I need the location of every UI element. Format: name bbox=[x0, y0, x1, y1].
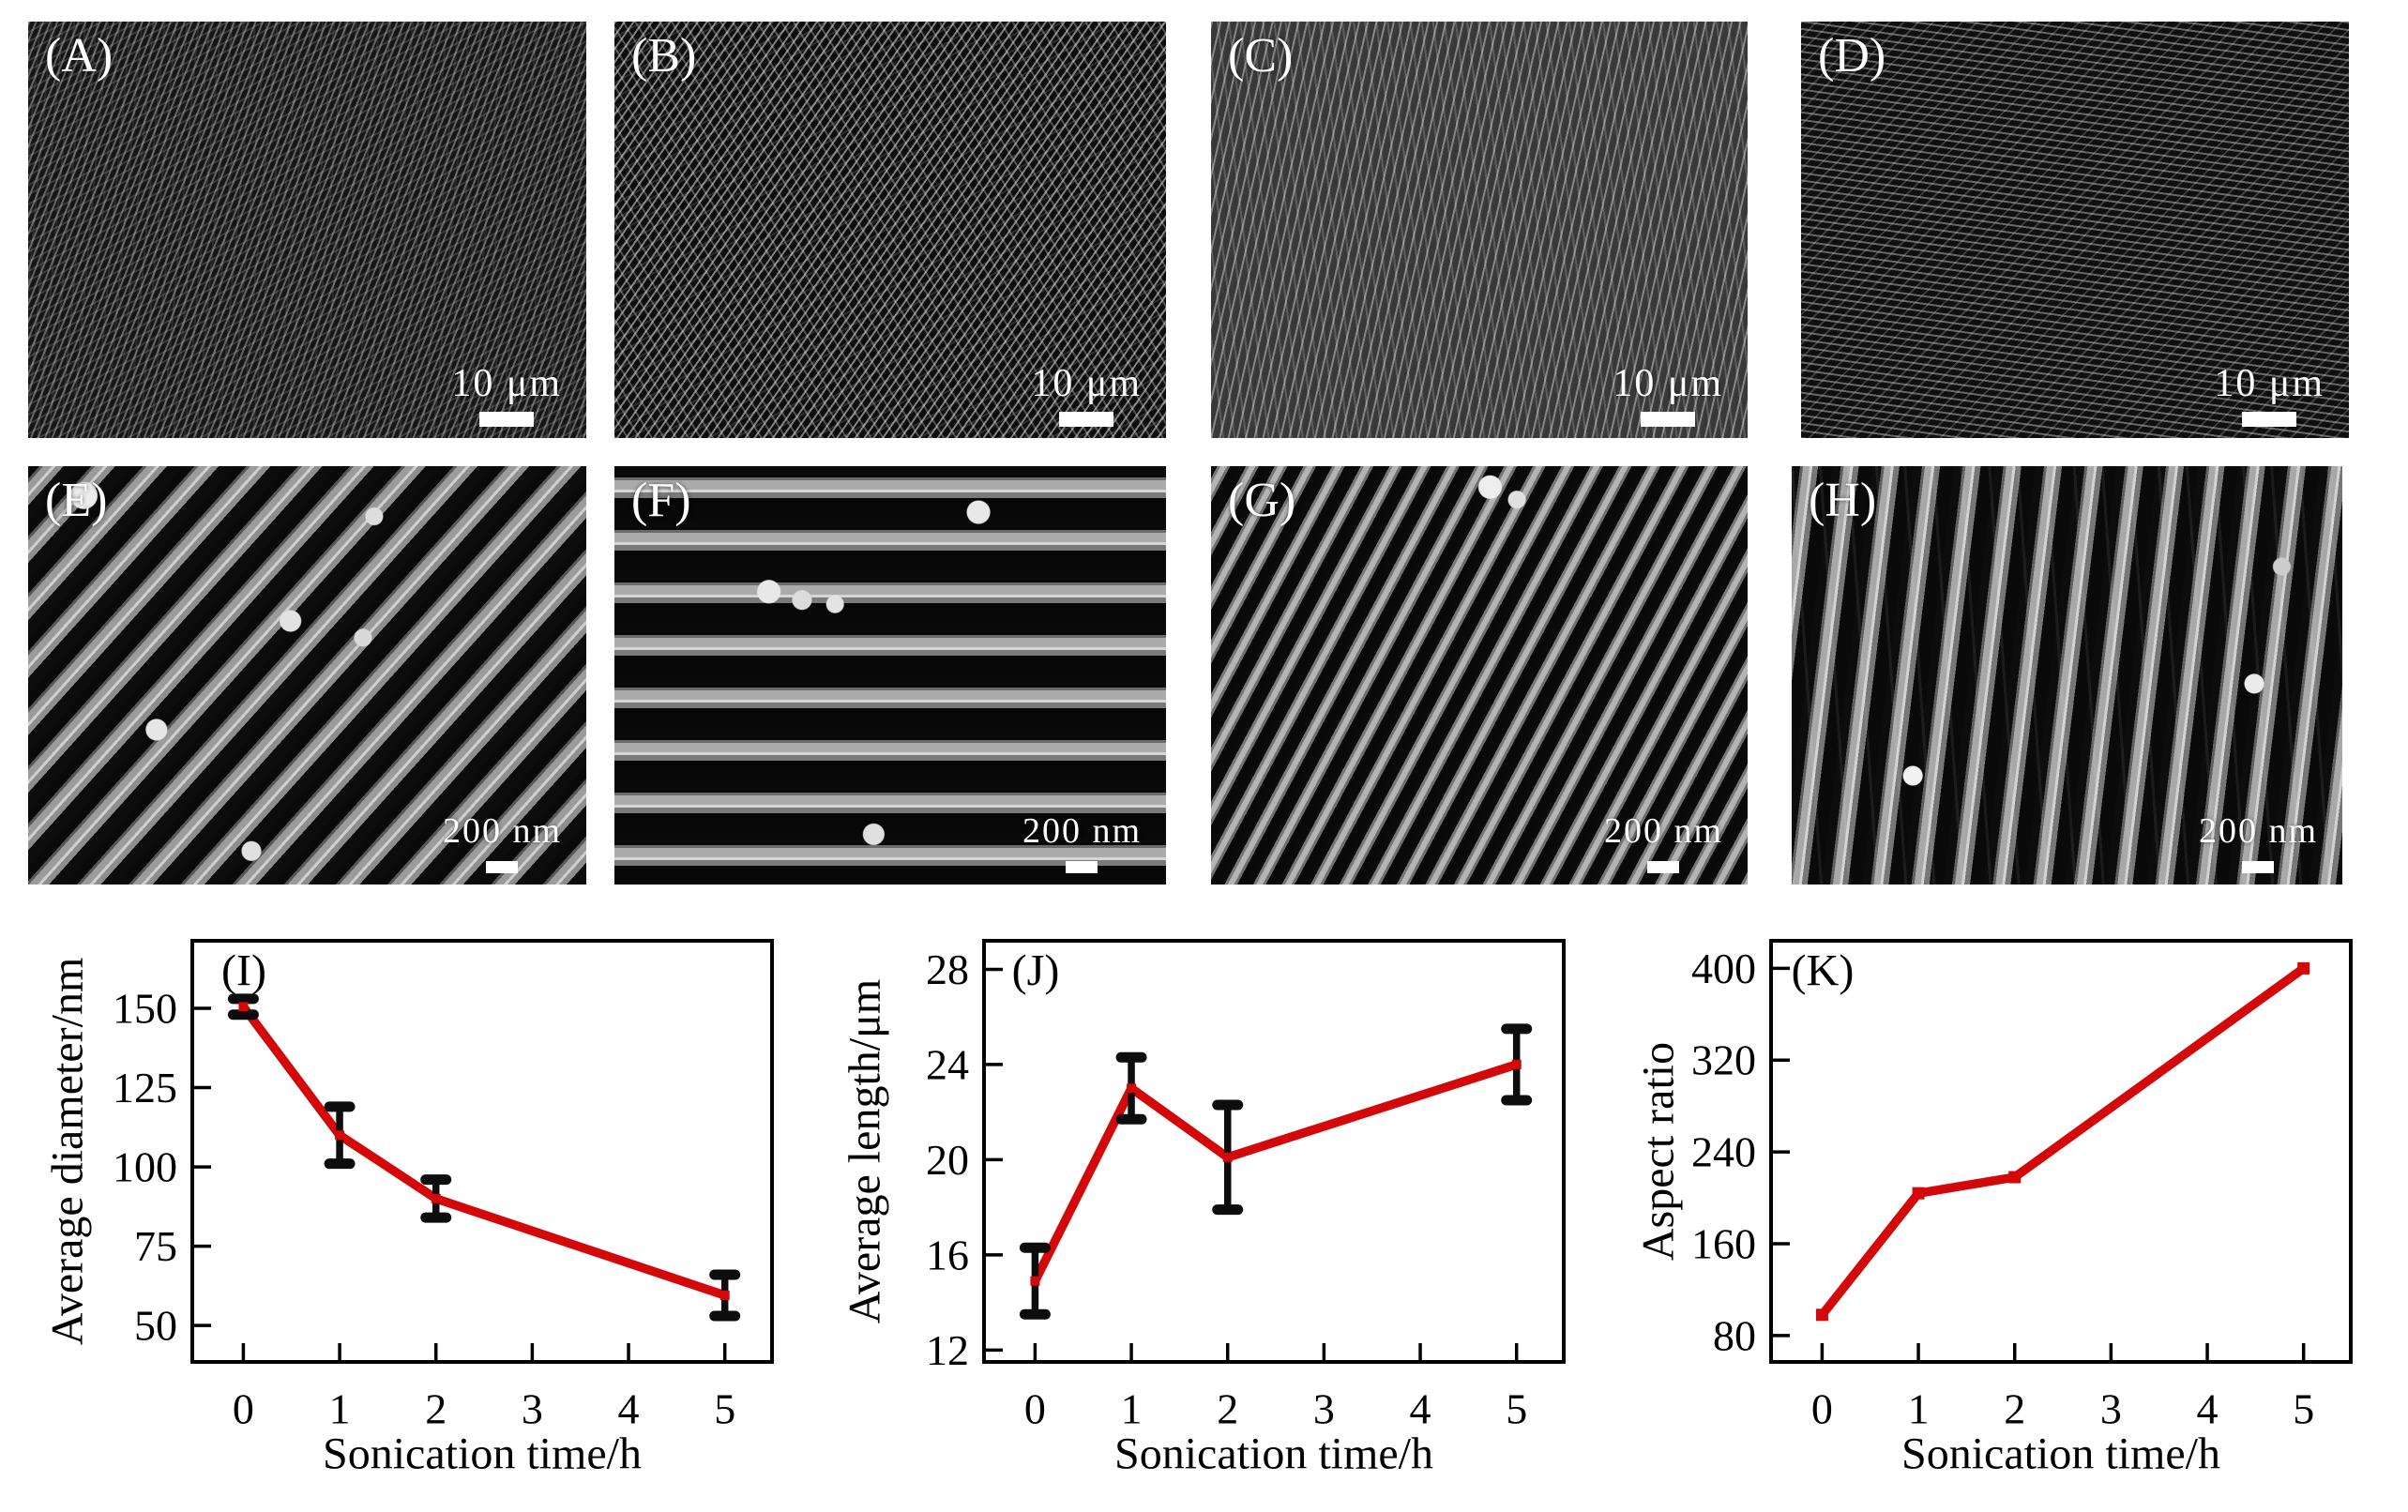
scale-bar: 10 μm bbox=[2214, 361, 2325, 427]
svg-text:1: 1 bbox=[329, 1385, 351, 1433]
svg-text:400: 400 bbox=[1691, 945, 1756, 992]
svg-text:28: 28 bbox=[926, 945, 969, 993]
scale-bar-text: 200 nm bbox=[442, 811, 562, 851]
svg-text:80: 80 bbox=[1713, 1311, 1756, 1359]
sem-panel-g: (G) 200 nm bbox=[1211, 466, 1748, 885]
svg-text:1: 1 bbox=[1908, 1385, 1930, 1433]
svg-text:Sonication time/h: Sonication time/h bbox=[1114, 1429, 1433, 1479]
svg-text:Sonication time/h: Sonication time/h bbox=[1901, 1429, 2220, 1479]
svg-text:(J): (J) bbox=[1012, 946, 1060, 996]
svg-text:320: 320 bbox=[1691, 1036, 1756, 1084]
svg-text:75: 75 bbox=[134, 1222, 177, 1270]
scale-bar: 200 nm bbox=[1604, 810, 1723, 873]
svg-text:240: 240 bbox=[1691, 1128, 1756, 1176]
svg-text:1: 1 bbox=[1121, 1385, 1143, 1433]
sem-panel-e: (E) 200 nm bbox=[28, 466, 586, 885]
sem-panel-d: (D) 10 μm bbox=[1801, 22, 2349, 438]
scale-bar-rect bbox=[2242, 412, 2297, 427]
sem-panel-c: (C) 10 μm bbox=[1211, 22, 1748, 438]
svg-text:4: 4 bbox=[2197, 1385, 2219, 1433]
svg-text:Average length/μm: Average length/μm bbox=[841, 979, 890, 1323]
svg-text:125: 125 bbox=[113, 1064, 177, 1111]
svg-text:5: 5 bbox=[2293, 1385, 2314, 1433]
svg-text:3: 3 bbox=[1313, 1385, 1335, 1433]
svg-text:0: 0 bbox=[1024, 1385, 1046, 1433]
scale-bar: 10 μm bbox=[451, 361, 562, 427]
chart-average-diameter: 50 75 100 125 150 0 1 2 3 4 5 Sonication time/h Aver… bbox=[19, 931, 797, 1512]
sem-panel-a: (A) 10 μm bbox=[28, 22, 586, 438]
svg-text:4: 4 bbox=[618, 1385, 640, 1433]
svg-text:Average diameter/nm: Average diameter/nm bbox=[43, 958, 93, 1346]
panel-label: (D) bbox=[1818, 29, 1886, 83]
chart-aspect-ratio: 80 160 240 320 400 0 1 2 3 4 5 Sonication time/h Asp… bbox=[1613, 931, 2373, 1512]
panel-label: (C) bbox=[1228, 29, 1294, 83]
svg-text:0: 0 bbox=[1811, 1385, 1833, 1433]
svg-text:5: 5 bbox=[714, 1385, 735, 1433]
chart-svg: 50 75 100 125 150 0 1 2 3 4 5 Sonication time/h Aver… bbox=[43, 939, 774, 1479]
svg-text:4: 4 bbox=[1410, 1385, 1431, 1433]
scale-bar: 10 μm bbox=[1031, 361, 1142, 427]
svg-text:12: 12 bbox=[926, 1326, 969, 1374]
panel-label: (F) bbox=[631, 474, 691, 527]
scale-bar-text: 200 nm bbox=[2198, 811, 2318, 851]
scale-bar-rect bbox=[1641, 412, 1696, 427]
scale-bar-text: 200 nm bbox=[1603, 811, 1723, 851]
scale-bar: 200 nm bbox=[2199, 810, 2318, 873]
scale-bar-rect bbox=[1059, 412, 1114, 427]
scale-bar-text: 10 μm bbox=[1613, 362, 1723, 405]
sem-panel-h: (H) 200 nm bbox=[1792, 466, 2342, 885]
scale-bar-rect bbox=[2242, 861, 2275, 873]
chart-average-length: 12 16 20 24 28 0 1 2 3 4 5 Sonication time/h Average… bbox=[825, 931, 1585, 1512]
panel-label: (G) bbox=[1228, 474, 1296, 527]
svg-text:2: 2 bbox=[425, 1385, 447, 1433]
scale-bar-text: 10 μm bbox=[1031, 362, 1142, 405]
scale-bar-rect bbox=[486, 861, 519, 873]
svg-text:16: 16 bbox=[926, 1231, 969, 1278]
svg-text:100: 100 bbox=[113, 1143, 177, 1191]
scale-bar-text: 200 nm bbox=[1022, 811, 1142, 851]
svg-text:5: 5 bbox=[1506, 1385, 1527, 1433]
svg-text:(K): (K) bbox=[1792, 946, 1855, 996]
panel-label: (B) bbox=[631, 29, 697, 83]
scale-bar-rect bbox=[479, 412, 535, 427]
svg-text:150: 150 bbox=[113, 985, 177, 1033]
scale-bar-text: 10 μm bbox=[451, 362, 562, 405]
svg-text:3: 3 bbox=[2100, 1385, 2122, 1433]
svg-text:160: 160 bbox=[1691, 1219, 1756, 1267]
svg-text:(I): (I) bbox=[221, 946, 266, 996]
panel-label: (A) bbox=[45, 29, 114, 83]
svg-text:Sonication time/h: Sonication time/h bbox=[323, 1429, 642, 1479]
svg-text:20: 20 bbox=[926, 1136, 969, 1184]
scale-bar: 200 nm bbox=[1022, 810, 1142, 873]
scale-bar-text: 10 μm bbox=[2214, 362, 2325, 405]
panel-label: (H) bbox=[1809, 474, 1877, 527]
scale-bar-rect bbox=[1647, 861, 1680, 873]
chart-svg: 80 160 240 320 400 0 1 2 3 4 5 Sonication time/h Asp… bbox=[1634, 939, 2353, 1479]
scale-bar: 200 nm bbox=[443, 810, 562, 873]
sem-panel-f: (F) 200 nm bbox=[614, 466, 1166, 885]
svg-text:2: 2 bbox=[2004, 1385, 2025, 1433]
svg-text:Aspect ratio: Aspect ratio bbox=[1634, 1042, 1684, 1261]
svg-text:3: 3 bbox=[522, 1385, 543, 1433]
svg-text:50: 50 bbox=[134, 1302, 177, 1350]
panel-label: (E) bbox=[45, 474, 108, 527]
scale-bar: 10 μm bbox=[1613, 361, 1723, 427]
scale-bar-rect bbox=[1066, 861, 1098, 873]
svg-text:2: 2 bbox=[1217, 1385, 1238, 1433]
svg-text:0: 0 bbox=[233, 1385, 254, 1433]
sem-panel-b: (B) 10 μm bbox=[614, 22, 1166, 438]
svg-text:24: 24 bbox=[926, 1040, 969, 1088]
